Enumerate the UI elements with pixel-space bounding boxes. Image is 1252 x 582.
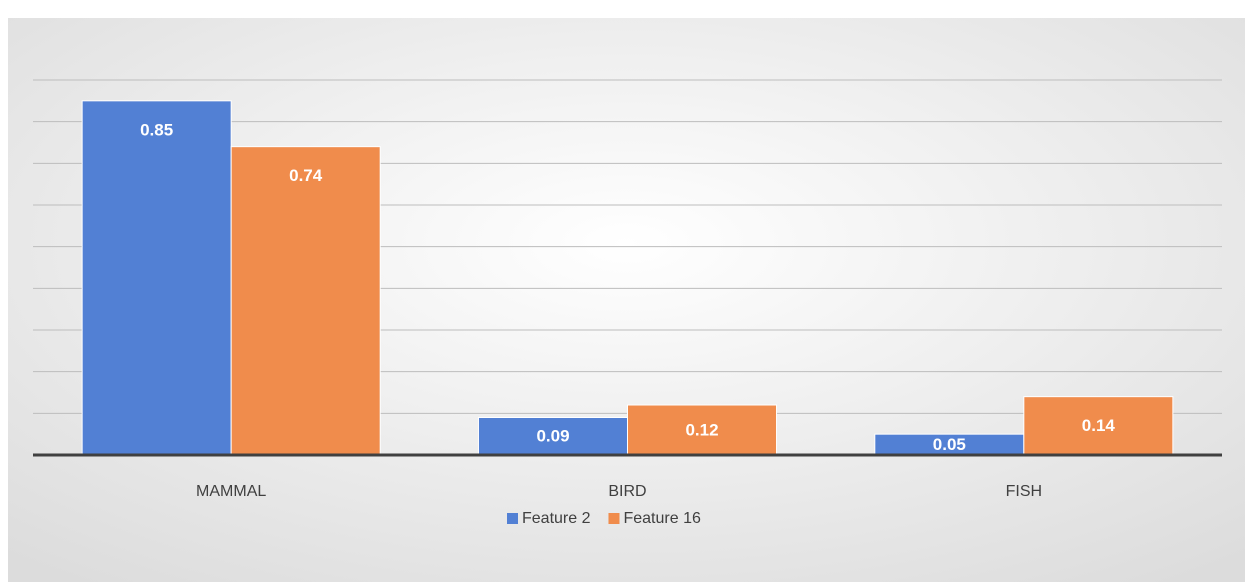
data-label: 0.85 <box>140 120 173 139</box>
data-label: 0.05 <box>933 435 966 454</box>
data-label: 0.14 <box>1082 416 1116 435</box>
data-label: 0.09 <box>536 427 569 446</box>
bar <box>81 100 232 456</box>
legend-swatch <box>608 513 620 524</box>
x-tick-label: FISH <box>1006 483 1042 500</box>
x-tick-label: BIRD <box>608 483 646 500</box>
legend: Feature 2 Feature 16 <box>507 510 701 527</box>
bar <box>627 404 778 456</box>
legend-swatch <box>507 513 518 524</box>
x-tick-label: MAMMAL <box>196 483 266 500</box>
legend-label: Feature 2 <box>522 510 591 527</box>
bar <box>230 146 381 456</box>
data-label: 0.74 <box>289 166 323 185</box>
data-label: 0.12 <box>685 420 718 439</box>
legend-label: Feature 16 <box>623 510 700 527</box>
